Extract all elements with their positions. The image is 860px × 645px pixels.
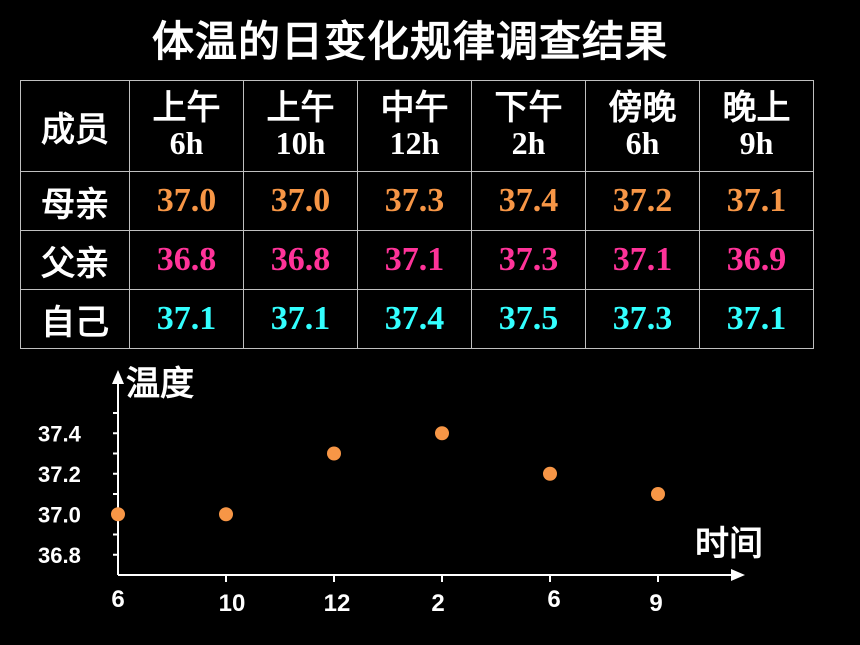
corner-header: 成员: [20, 80, 130, 172]
column-header: 中午 12h: [357, 80, 472, 172]
data-point: [435, 426, 449, 441]
column-header: 上午 10h: [243, 80, 358, 172]
x-axis-title: 时间: [695, 524, 763, 564]
column-period: 上午: [152, 88, 221, 129]
x-tick-label: 12: [324, 590, 351, 617]
table-cell: 37.1: [585, 230, 700, 290]
data-point: [327, 446, 341, 461]
table-cell: 37.2: [585, 171, 700, 231]
table-cell: 36.8: [243, 230, 358, 290]
member-label: 父亲: [20, 230, 130, 290]
x-tick-label: 9: [649, 590, 662, 617]
data-point: [651, 487, 665, 501]
table-cell: 37.1: [243, 289, 358, 349]
table-cell: 37.3: [357, 171, 472, 231]
chart-axes: [112, 370, 745, 582]
page-title: 体温的日变化规律调查结果: [151, 17, 668, 66]
table-cell: 36.9: [699, 230, 814, 290]
y-tick-label: 37.2: [38, 462, 81, 487]
column-period: 上午: [266, 88, 335, 129]
table-row-self: 自己 37.1 37.1 37.4 37.5 37.3 37.1: [20, 289, 814, 349]
temperature-scatter-chart: 37.4 37.2 37.0 36.8 6 10 12 2 6 9 温度 时间: [38, 364, 763, 617]
x-tick-label: 6: [111, 586, 124, 613]
table-cell: 37.4: [357, 289, 472, 349]
column-hour: 9h: [739, 125, 774, 162]
column-period: 中午: [380, 88, 449, 129]
column-hour: 10h: [275, 125, 326, 162]
column-period: 下午: [494, 88, 563, 129]
table-cell: 37.1: [699, 289, 814, 349]
table-cell: 36.8: [129, 230, 244, 290]
table-cell: 37.0: [129, 171, 244, 231]
x-tick-label: 6: [547, 586, 560, 613]
table-cell: 37.3: [471, 230, 586, 290]
y-ticks: 37.4 37.2 37.0 36.8: [38, 421, 82, 568]
column-header: 晚上 9h: [699, 80, 814, 172]
y-axis-title: 温度: [126, 364, 194, 404]
table-cell: 37.4: [471, 171, 586, 231]
table-row-father: 父亲 36.8 36.8 37.1 37.3 37.1 36.9: [20, 230, 814, 290]
column-hour: 2h: [511, 125, 546, 162]
column-period: 傍晚: [608, 88, 677, 129]
x-ticks: 6 10 12 2 6 9: [111, 586, 662, 617]
column-header: 下午 2h: [471, 80, 586, 172]
table-cell: 37.1: [129, 289, 244, 349]
column-header: 上午 6h: [129, 80, 244, 172]
table-cell: 37.3: [585, 289, 700, 349]
table-cell: 37.1: [699, 171, 814, 231]
member-label: 母亲: [20, 171, 130, 231]
column-period: 晚上: [722, 88, 791, 129]
data-points: [111, 426, 665, 522]
column-hour: 12h: [389, 125, 440, 162]
column-hour: 6h: [625, 125, 660, 162]
x-tick-label: 10: [219, 590, 246, 617]
table-cell: 37.5: [471, 289, 586, 349]
table-row-mother: 母亲 37.0 37.0 37.3 37.4 37.2 37.1: [20, 171, 814, 231]
table-header-row: 成员 上午 6h 上午 10h 中午 12h 下午 2h 傍晚 6h 晚上 9h: [20, 80, 814, 172]
y-tick-label: 36.8: [38, 543, 81, 568]
data-point: [543, 466, 557, 481]
column-hour: 6h: [169, 125, 204, 162]
data-point: [219, 507, 233, 522]
x-tick-label: 2: [431, 590, 444, 617]
data-point: [111, 507, 125, 522]
member-label: 自己: [20, 289, 130, 349]
x-axis-arrow: [731, 569, 745, 581]
column-header: 傍晚 6h: [585, 80, 700, 172]
y-tick-label: 37.4: [38, 421, 82, 446]
temperature-table: 成员 上午 6h 上午 10h 中午 12h 下午 2h 傍晚 6h 晚上 9h 母亲 37…: [20, 80, 814, 349]
y-axis-arrow: [112, 370, 124, 384]
table-cell: 37.1: [357, 230, 472, 290]
table-cell: 37.0: [243, 171, 358, 231]
y-tick-label: 37.0: [38, 502, 81, 527]
